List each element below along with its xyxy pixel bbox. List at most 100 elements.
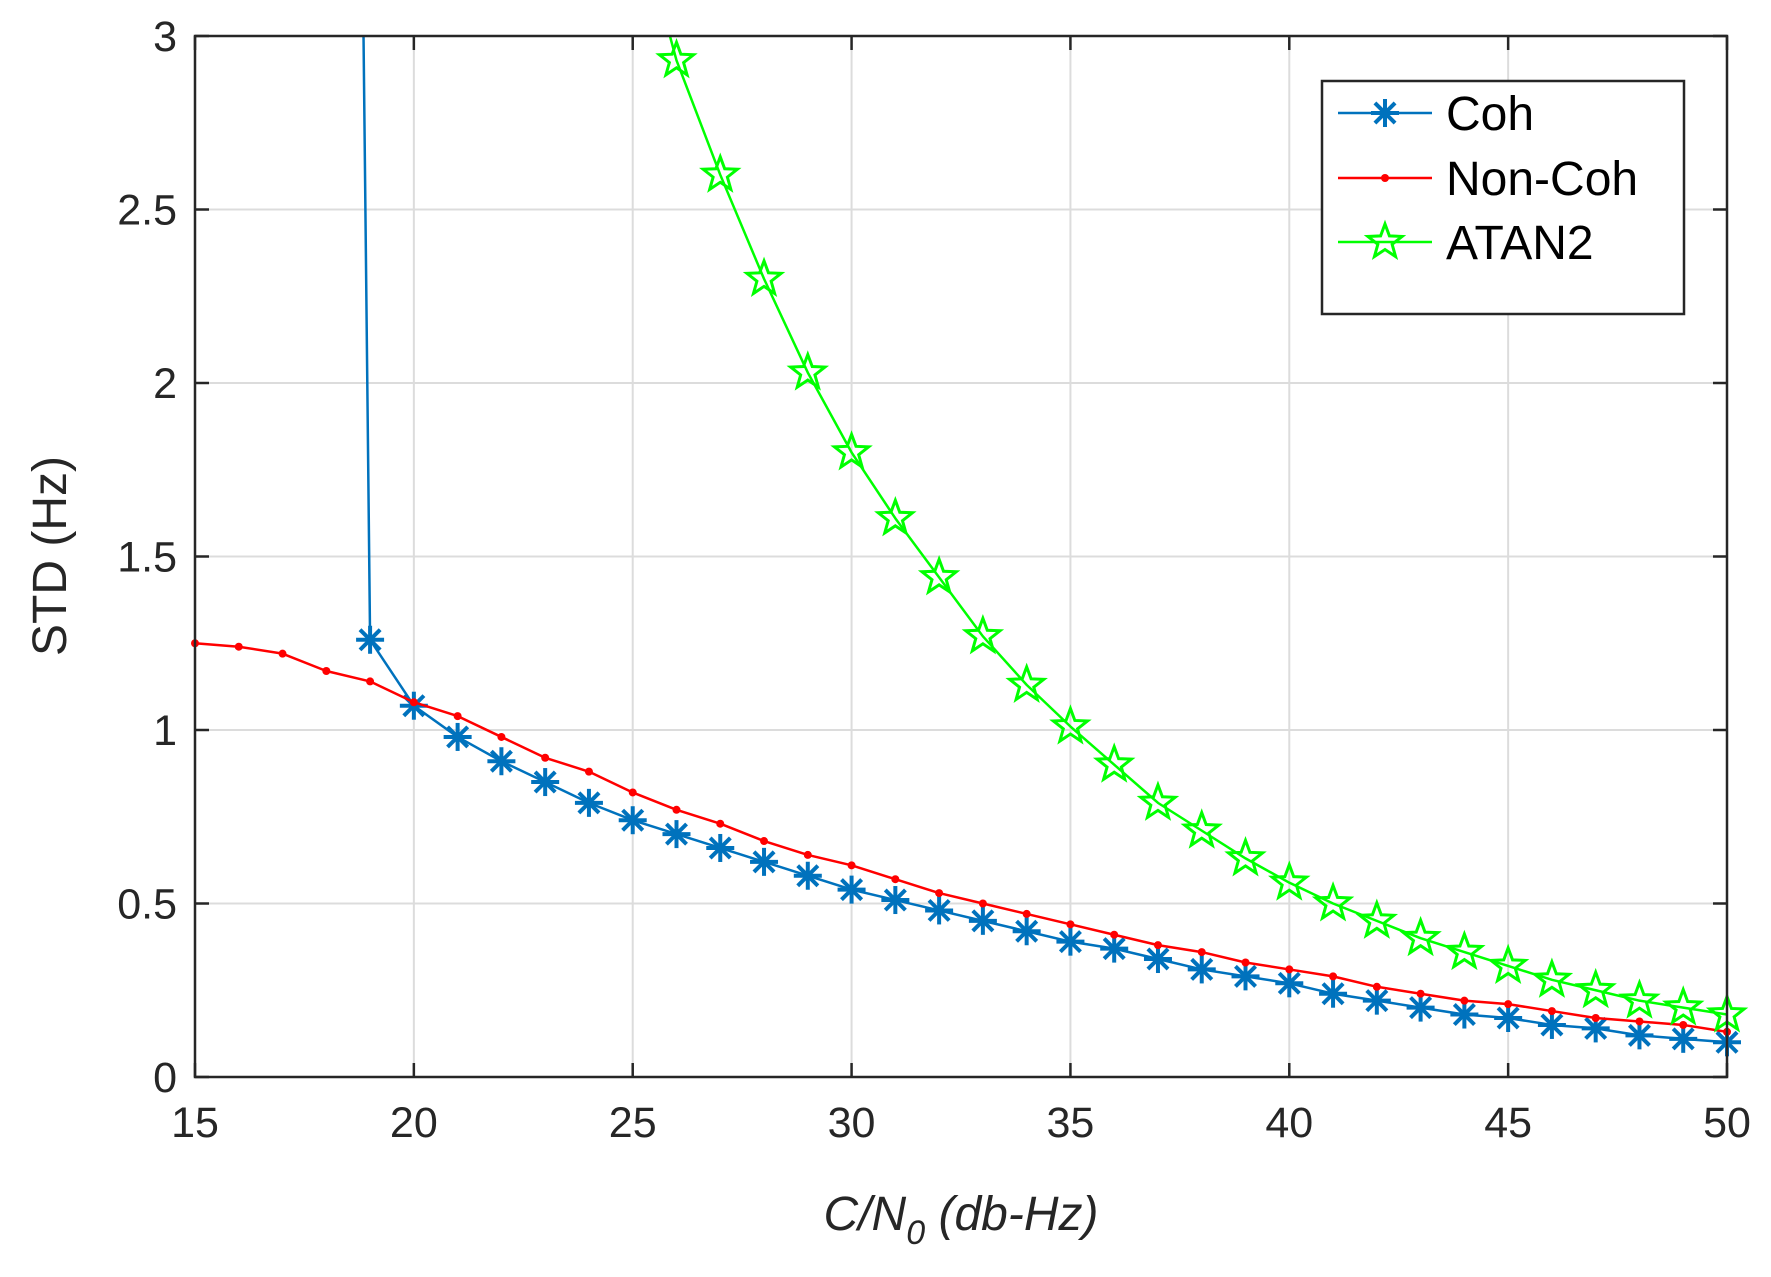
data-point-atan2 [830, 430, 873, 471]
data-point-atan2 [917, 554, 961, 596]
data-point-coh [1231, 962, 1260, 991]
legend-entry-non-coh: Non-Coh [1338, 153, 1638, 206]
y-tick-label: 2.5 [117, 187, 177, 235]
y-tick-label: 1 [153, 707, 177, 755]
data-point-non-coh [1416, 989, 1425, 998]
data-point-non-coh [672, 805, 681, 814]
data-point-atan2 [1618, 978, 1661, 1019]
data-point-atan2 [1136, 780, 1180, 821]
x-tick-label: 25 [609, 1099, 657, 1147]
legend-box [1320, 79, 1686, 316]
x-tick-label: 35 [1047, 1099, 1095, 1147]
data-point-coh [531, 768, 560, 797]
data-point-atan2 [742, 256, 786, 297]
data-point-atan2 [1224, 836, 1267, 877]
data-point-non-coh [1372, 982, 1381, 991]
data-point-non-coh [716, 819, 725, 828]
data-point-non-coh [1504, 1000, 1513, 1009]
data-point-atan2 [961, 613, 1005, 655]
legend-label-coh: Coh [1446, 88, 1534, 141]
data-point-non-coh [409, 698, 418, 707]
series-atan2 [655, 35, 1749, 1033]
data-point-non-coh [1460, 996, 1469, 1005]
data-point-atan2 [786, 350, 830, 391]
data-point-atan2 [1530, 957, 1574, 998]
legend-entry-coh: Coh [1338, 88, 1534, 141]
data-point-coh [1275, 969, 1304, 998]
data-point-non-coh [1241, 958, 1250, 967]
data-point-coh [1450, 1000, 1479, 1029]
data-point-non-coh [978, 899, 987, 908]
data-point-atan2 [1268, 860, 1311, 901]
data-point-coh [662, 820, 691, 849]
x-tick-label: 40 [1265, 1099, 1313, 1147]
data-point-coh [443, 722, 472, 751]
data-point-non-coh [803, 850, 812, 859]
data-point-coh [574, 788, 603, 817]
x-tick-label: 50 [1703, 1099, 1751, 1147]
data-point-coh [1537, 1010, 1566, 1039]
data-point-coh [356, 625, 385, 654]
data-point-coh [1319, 979, 1348, 1008]
data-point-coh [1581, 1014, 1610, 1043]
data-point-non-coh [1285, 965, 1294, 974]
series-layer [191, 35, 1749, 1057]
data-point-coh [1143, 945, 1172, 974]
data-point-atan2 [1355, 898, 1399, 939]
x-axis-title: C/N0 (db-Hz) [824, 1188, 1099, 1252]
data-point-coh [793, 861, 822, 890]
data-point-atan2 [1005, 662, 1048, 703]
legend-marker-non-coh [1381, 174, 1389, 182]
legend-marker-atan2 [1363, 219, 1407, 261]
data-point-coh [925, 896, 954, 925]
data-point-coh [1669, 1024, 1698, 1053]
y-tick-label: 1.5 [117, 534, 177, 582]
legend-entries: Coh Non-Coh ATAN2 [1338, 88, 1638, 270]
data-point-non-coh [628, 788, 637, 797]
legend-entry-atan2: ATAN2 [1338, 217, 1594, 270]
data-point-non-coh [1679, 1020, 1688, 1029]
y-tick-label: 3 [153, 13, 177, 61]
data-point-coh [881, 886, 910, 915]
legend-label-atan2: ATAN2 [1446, 217, 1594, 270]
data-point-non-coh [322, 667, 331, 676]
data-point-coh [837, 875, 866, 904]
y-tick-label: 0.5 [117, 881, 177, 929]
data-point-non-coh [935, 889, 944, 898]
x-axis-title-subscript: 0 [906, 1214, 925, 1252]
data-point-coh [1406, 993, 1435, 1022]
data-point-non-coh [1110, 930, 1119, 939]
x-tick-label: 30 [828, 1099, 876, 1147]
y-axis-title: STD (Hz) [24, 456, 77, 656]
data-point-atan2 [1092, 742, 1136, 783]
data-point-non-coh [891, 875, 900, 884]
data-point-non-coh [1591, 1014, 1600, 1023]
data-point-coh [968, 906, 997, 935]
data-point-coh [706, 833, 735, 862]
data-point-atan2 [1311, 881, 1355, 922]
data-point-non-coh [1329, 972, 1338, 981]
data-point-non-coh [1635, 1017, 1644, 1026]
data-point-coh [1494, 1004, 1523, 1033]
data-point-non-coh [1547, 1007, 1556, 1016]
data-point-non-coh [278, 649, 287, 658]
data-point-coh [618, 806, 647, 835]
data-point-atan2 [655, 37, 698, 79]
x-axis-title-suffix: (db-Hz) [925, 1188, 1098, 1241]
data-point-non-coh [541, 753, 550, 762]
data-point-coh [487, 747, 516, 776]
data-point-non-coh [584, 767, 593, 776]
legend-label-non-coh: Non-Coh [1446, 153, 1638, 206]
x-tick-label: 20 [390, 1099, 438, 1147]
data-point-coh [750, 847, 779, 876]
data-point-non-coh [760, 837, 769, 846]
data-point-coh [1625, 1021, 1654, 1050]
data-point-atan2 [1399, 915, 1442, 957]
data-point-atan2 [1443, 929, 1486, 971]
data-point-non-coh [1066, 920, 1075, 929]
data-point-atan2 [1180, 808, 1223, 849]
data-point-non-coh [1153, 941, 1162, 950]
data-point-non-coh [847, 861, 856, 870]
data-point-coh [1056, 927, 1085, 956]
